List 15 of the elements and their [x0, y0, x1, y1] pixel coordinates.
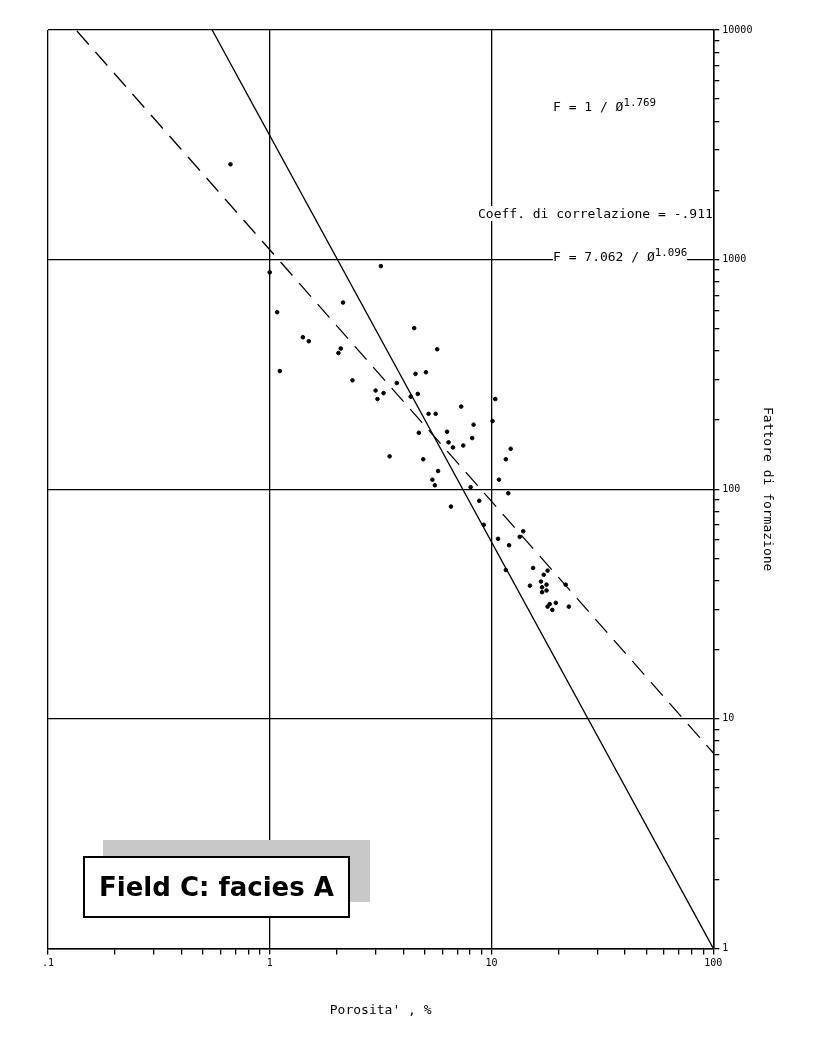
y-tick-label: 10000	[722, 23, 753, 35]
x-tick-label: 100	[704, 956, 723, 968]
y-axis-title: Fattore di formazione	[760, 407, 776, 572]
x-tick-label: 1	[266, 956, 273, 968]
annotation: F = 1 / Ø$^{1.769}$	[553, 96, 657, 115]
y-tick-label: 1	[722, 941, 729, 953]
annotation: Coeff. di correlazione = -.911	[478, 206, 713, 221]
annotation: F = 7.062 / Ø$^{1.096}$	[553, 246, 688, 265]
x-tick-label: 10	[485, 956, 498, 968]
y-tick-label: 100	[722, 482, 741, 494]
x-axis-title: Porosita' , %	[329, 1001, 432, 1017]
annotation: Field C: facies A	[83, 856, 350, 918]
y-tick-label: 1000	[722, 253, 747, 265]
x-tick-label: .1	[41, 956, 55, 968]
y-tick-label: 10	[722, 712, 735, 724]
